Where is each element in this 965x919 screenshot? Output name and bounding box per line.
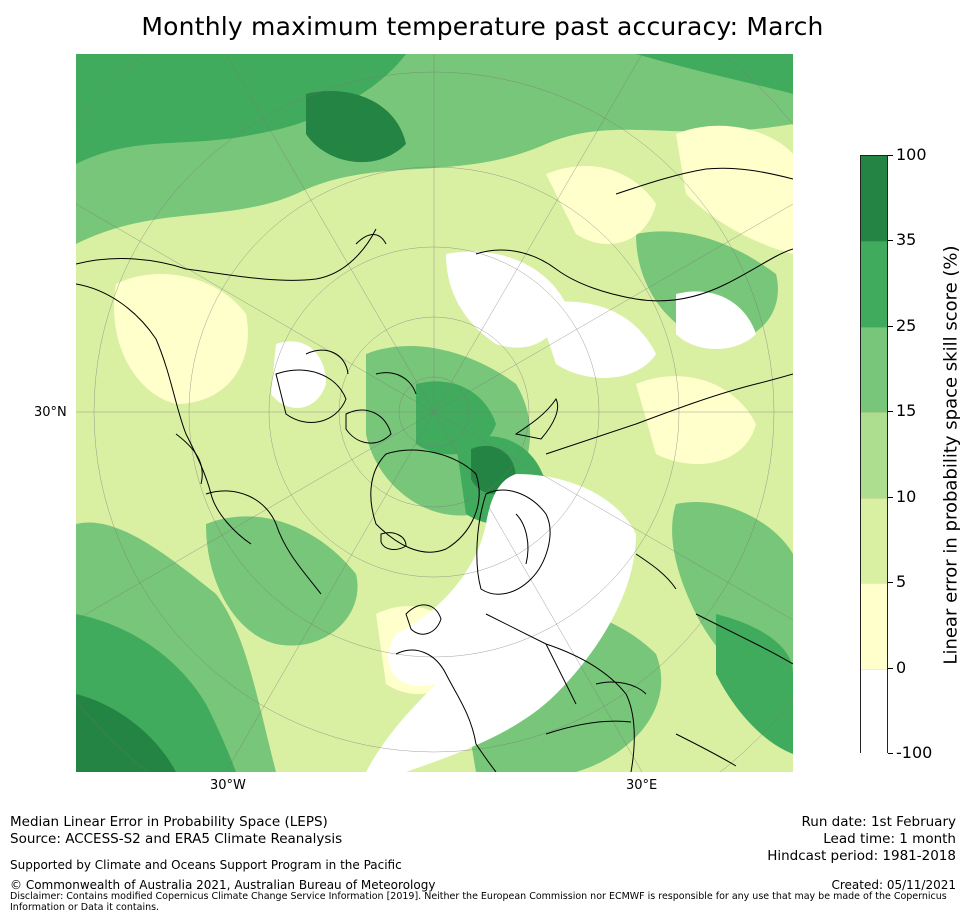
colorbar-tick-mark	[888, 240, 893, 242]
coastlines	[76, 167, 793, 772]
colorbar-tick-label: -100	[896, 743, 933, 762]
colorbar-tick-label: 100	[896, 145, 927, 164]
colorbar-segment	[861, 412, 887, 498]
colorbar-tick-mark	[888, 325, 893, 327]
source-text: Source: ACCESS-S2 and ERA5 Climate Reana…	[10, 831, 343, 847]
no-skill-region	[271, 341, 326, 408]
no-skill-region	[536, 301, 656, 378]
colorbar-label: Linear error in probability space skill …	[940, 245, 962, 665]
colorbar-tick-mark	[888, 411, 893, 413]
created-date: Created: 05/11/2021	[831, 878, 956, 892]
skill-zone	[206, 516, 358, 646]
hindcast-period: Hindcast period: 1981-2018	[767, 848, 956, 864]
support-text: Supported by Climate and Oceans Support …	[10, 858, 402, 872]
lead-time: Lead time: 1 month	[823, 831, 956, 847]
longitude-label: 30°E	[626, 778, 658, 793]
longitude-label: 30°W	[210, 778, 246, 793]
colorbar-segment	[861, 241, 887, 327]
skill-zone	[114, 274, 248, 404]
colorbar	[860, 155, 888, 754]
colorbar-tick-mark	[888, 496, 893, 498]
colorbar-tick-label: 0	[896, 657, 907, 677]
colorbar-tick-mark	[888, 753, 893, 754]
colorbar-tick-label: 25	[896, 315, 917, 335]
colorbar-segment	[861, 497, 887, 584]
skill-zone	[306, 91, 406, 163]
map-canvas	[76, 54, 793, 772]
metric-text: Median Linear Error in Probability Space…	[10, 814, 328, 830]
no-skill-region	[366, 474, 636, 772]
colorbar-segment	[861, 583, 887, 669]
skill-zone	[636, 376, 756, 464]
latitude-label: 30°N	[34, 405, 67, 420]
colorbar-segment	[861, 668, 887, 754]
skill-zone	[76, 54, 406, 164]
colorbar-segment	[861, 326, 887, 413]
colorbar-tick-label: 10	[896, 486, 917, 506]
colorbar-tick-mark	[888, 667, 893, 669]
copyright-text: © Commonwealth of Australia 2021, Austra…	[10, 878, 436, 892]
colorbar-tick-label: 15	[896, 401, 917, 421]
run-date: Run date: 1st February	[801, 814, 957, 830]
skill-zone	[676, 125, 793, 254]
skill-zone	[636, 54, 793, 94]
no-skill-region	[676, 291, 756, 349]
skill-zone	[76, 694, 176, 772]
skill-zone	[716, 614, 793, 754]
colorbar-tick-mark	[888, 155, 893, 156]
no-skill-region	[446, 251, 566, 348]
chart-title: Monthly maximum temperature past accurac…	[141, 12, 824, 41]
colorbar-segment	[861, 156, 887, 242]
graticule	[76, 54, 793, 772]
colorbar-tick-label: 5	[896, 572, 907, 592]
skill-zone	[546, 165, 656, 244]
disclaimer-text: Disclaimer: Contains modified Copernicus…	[10, 891, 947, 913]
colorbar-tick-mark	[888, 582, 893, 584]
polar-map	[76, 54, 793, 772]
colorbar-tick-label: 35	[896, 230, 917, 250]
